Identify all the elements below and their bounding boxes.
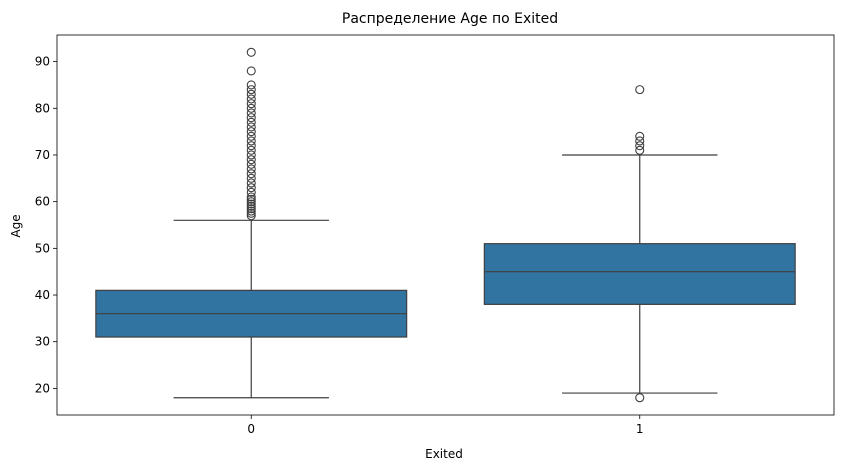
- plot-area: 20 30 40 50 60 70 80 90 0 1: [35, 34, 835, 436]
- axes-frame: [56, 34, 835, 416]
- outlier-point: [246, 99, 256, 109]
- y-tick-label: 60: [35, 195, 50, 209]
- y-tick-label: 20: [35, 381, 50, 395]
- x-tick-label: 1: [636, 422, 644, 436]
- outlier-point: [246, 187, 256, 197]
- iqr-box: [483, 243, 796, 305]
- outlier-point: [246, 136, 256, 146]
- outlier-point: [246, 201, 256, 211]
- y-tick-label: 70: [35, 148, 50, 162]
- outlier-point: [635, 131, 645, 141]
- outlier-point: [246, 211, 256, 221]
- outlier-point: [246, 66, 256, 76]
- x-tick-label: 0: [247, 422, 255, 436]
- y-tick-label: 90: [35, 55, 50, 69]
- outlier-point: [246, 80, 256, 90]
- outlier-point: [246, 173, 256, 183]
- y-tick-label: 30: [35, 335, 50, 349]
- outlier-point: [246, 89, 256, 99]
- y-tick-label: 40: [35, 288, 50, 302]
- box-group-0: [95, 47, 408, 399]
- y-tick-label: 50: [35, 241, 50, 255]
- outlier-point: [246, 169, 256, 179]
- outlier-point: [246, 122, 256, 132]
- y-axis-label: Age: [9, 214, 23, 237]
- outlier-point: [635, 85, 645, 95]
- outlier-point: [246, 85, 256, 95]
- outlier-point: [246, 155, 256, 165]
- outlier-point: [246, 164, 256, 174]
- outlier-point: [246, 113, 256, 123]
- outlier-point: [246, 192, 256, 202]
- outlier-point: [246, 206, 256, 216]
- outlier-point: [635, 136, 645, 146]
- outlier-point: [246, 94, 256, 104]
- outlier-point: [246, 159, 256, 169]
- outlier-point: [246, 117, 256, 127]
- outlier-point: [635, 393, 645, 403]
- outlier-point: [246, 145, 256, 155]
- outlier-point: [246, 131, 256, 141]
- outlier-point: [246, 199, 256, 209]
- outlier-point: [246, 150, 256, 160]
- x-axis-label: Exited: [425, 447, 463, 461]
- outlier-point: [246, 194, 256, 204]
- outlier-point: [246, 178, 256, 188]
- outlier-point: [246, 127, 256, 137]
- outlier-point: [246, 141, 256, 151]
- outlier-point: [246, 47, 256, 57]
- outlier-point: [246, 197, 256, 207]
- outlier-point: [246, 204, 256, 214]
- y-tick-label: 80: [35, 101, 50, 115]
- outlier-point: [246, 108, 256, 118]
- outlier-point: [635, 141, 645, 151]
- box-group-1: [483, 85, 796, 403]
- chart-title: Распределение Age по Exited: [342, 11, 558, 27]
- outlier-point: [246, 183, 256, 193]
- outlier-point: [246, 103, 256, 113]
- outlier-point: [246, 208, 256, 218]
- outlier-point: [635, 145, 645, 155]
